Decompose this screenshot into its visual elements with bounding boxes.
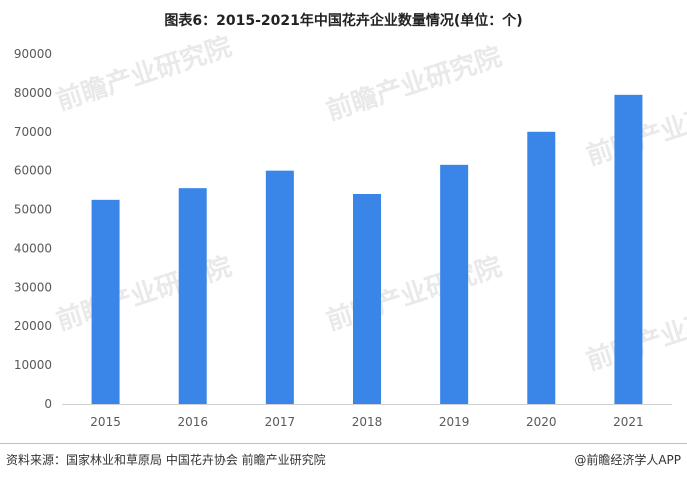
bar-2017	[265, 170, 294, 404]
x-tick-label: 2016	[177, 415, 208, 429]
y-tick-label: 50000	[14, 203, 52, 217]
y-tick-label: 10000	[14, 358, 52, 372]
x-tick-label: 2020	[526, 415, 557, 429]
bar-2020	[527, 131, 556, 404]
source-note: 资料来源：国家林业和草原局 中国花卉协会 前瞻产业研究院	[6, 453, 326, 467]
x-axis: 2015 2016 2017 2018 2019 2020 2021	[90, 415, 643, 429]
x-tick-label: 2021	[613, 415, 644, 429]
x-tick-label: 2019	[439, 415, 470, 429]
footer-divider	[0, 443, 687, 444]
x-tick-label: 2017	[265, 415, 296, 429]
y-axis: 0 10000 20000 30000 40000 50000 60000 70000 8000…	[14, 47, 52, 411]
y-tick-label: 0	[44, 397, 52, 411]
y-tick-label: 60000	[14, 164, 52, 178]
y-tick-label: 20000	[14, 319, 52, 333]
bar-2018	[353, 194, 381, 404]
bar-2019	[440, 164, 469, 404]
y-tick-label: 70000	[14, 125, 52, 139]
bar-2015	[91, 199, 120, 404]
bar-chart: 前瞻产业研究院前瞻产业研究院前瞻产业研究院前瞻产业研究院前瞻产业研究院前瞻产业研…	[14, 31, 687, 429]
watermark-text: 前瞻产业研究院	[53, 31, 236, 117]
y-tick-label: 80000	[14, 86, 52, 100]
bars	[91, 94, 643, 404]
watermark-text: 前瞻产业研究院	[53, 251, 236, 337]
chart-title: 图表6：2015-2021年中国花卉企业数量情况(单位：个)	[164, 13, 523, 29]
x-tick-label: 2015	[90, 415, 121, 429]
watermark-text: 前瞻产业研究院	[323, 41, 506, 127]
watermark-text: 前瞻产业研究院	[323, 251, 506, 337]
y-tick-label: 40000	[14, 241, 52, 255]
bar-2016	[178, 188, 207, 404]
brand-credit: @前瞻经济学人APP	[574, 453, 681, 467]
x-tick-label: 2018	[352, 415, 383, 429]
y-tick-label: 30000	[14, 280, 52, 294]
bar-2021	[614, 94, 643, 404]
y-tick-label: 90000	[14, 47, 52, 61]
